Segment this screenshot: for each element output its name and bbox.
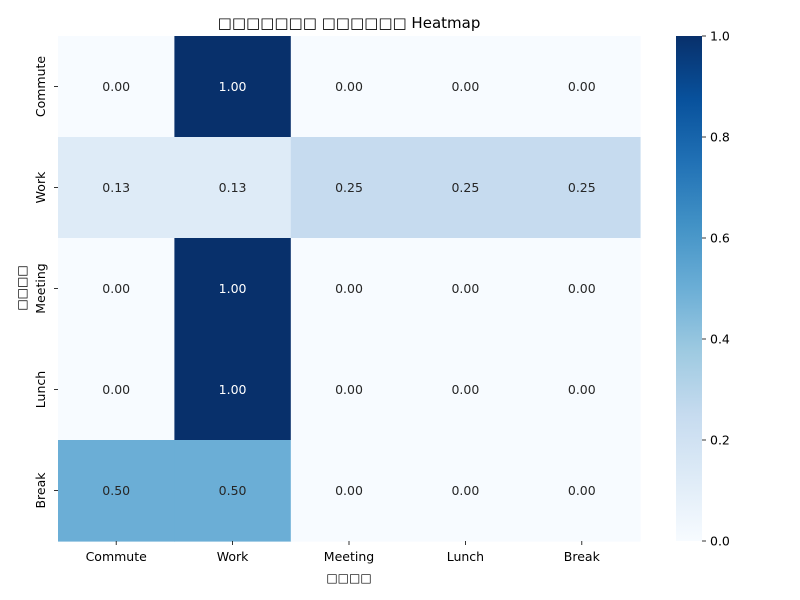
heatmap-cell	[174, 36, 292, 138]
cell-annotations: 0.00 1.00 0.00 0.00 0.00 0.13 0.13 0.25 0.25 0.25…	[102, 79, 595, 498]
cell-annotation: 0.13	[102, 180, 130, 195]
x-tick-label: Commute	[86, 549, 148, 564]
x-tick-label: Break	[564, 549, 601, 564]
cell-annotation: 0.50	[102, 483, 130, 498]
heatmap-cell	[58, 339, 175, 441]
cell-annotation: 0.00	[568, 483, 596, 498]
heatmap-cell	[58, 238, 175, 340]
colorbar-tick-label: 0.4	[710, 332, 730, 347]
y-tick-label: Lunch	[33, 371, 48, 408]
y-axis: Commute Work Meeting Lunch Break	[33, 56, 58, 509]
heatmap-cell	[523, 440, 641, 542]
heatmap-cell	[523, 36, 641, 138]
x-tick-label: Work	[217, 549, 249, 564]
colorbar: 0.0 0.2 0.4 0.6 0.8 1.0	[676, 29, 730, 549]
cell-annotation: 0.00	[335, 281, 363, 296]
chart-title: □□□□□□□ □□□□□□ Heatmap	[218, 14, 481, 32]
x-axis-label: □□□□	[326, 571, 371, 585]
cell-annotation: 0.00	[451, 382, 479, 397]
y-axis-label: □□□□	[15, 265, 29, 310]
colorbar-tick-label: 0.2	[710, 433, 730, 448]
cell-annotation: 0.25	[451, 180, 479, 195]
colorbar-ticks: 0.0 0.2 0.4 0.6 0.8 1.0	[702, 29, 730, 549]
colorbar-tick-label: 0.6	[710, 231, 730, 246]
heatmap-cells	[58, 36, 641, 542]
heatmap-cell	[290, 238, 408, 340]
cell-annotation: 0.00	[335, 382, 363, 397]
colorbar-tick-label: 0.0	[710, 534, 730, 549]
x-axis: Commute Work Meeting Lunch Break	[86, 541, 601, 564]
cell-annotation: 0.00	[102, 79, 130, 94]
y-tick-label: Meeting	[33, 263, 48, 313]
heatmap-cell	[58, 36, 175, 138]
cell-annotation: 0.13	[219, 180, 247, 195]
heatmap-cell	[290, 339, 408, 441]
colorbar-tick-label: 0.8	[710, 130, 730, 145]
y-tick-label: Break	[33, 472, 48, 509]
y-tick-label: Work	[33, 171, 48, 203]
cell-annotation: 0.00	[568, 382, 596, 397]
cell-annotation: 0.00	[335, 483, 363, 498]
x-tick-label: Meeting	[324, 549, 374, 564]
heatmap-cell	[174, 137, 292, 239]
cell-annotation: 0.00	[102, 281, 130, 296]
cell-annotation: 0.00	[568, 79, 596, 94]
cell-annotation: 0.00	[568, 281, 596, 296]
cell-annotation: 1.00	[219, 79, 247, 94]
heatmap-cell	[174, 440, 292, 542]
y-tick-label: Commute	[33, 56, 48, 118]
cell-annotation: 0.50	[219, 483, 247, 498]
heatmap-cell	[407, 440, 525, 542]
heatmap-cell	[290, 36, 408, 138]
cell-annotation: 0.25	[568, 180, 596, 195]
heatmap-cell	[174, 238, 292, 340]
x-tick-label: Lunch	[447, 549, 484, 564]
cell-annotation: 0.00	[451, 79, 479, 94]
cell-annotation: 0.00	[451, 281, 479, 296]
cell-annotation: 0.00	[335, 79, 363, 94]
cell-annotation: 0.25	[335, 180, 363, 195]
heatmap-cell	[407, 339, 525, 441]
colorbar-tick-label: 1.0	[710, 29, 730, 44]
cell-annotation: 0.00	[102, 382, 130, 397]
heatmap-cell	[407, 36, 525, 138]
heatmap-cell	[290, 440, 408, 542]
colorbar-gradient	[676, 36, 702, 541]
heatmap-cell	[407, 137, 525, 239]
heatmap-cell	[523, 137, 641, 239]
heatmap-cell	[290, 137, 408, 239]
heatmap-cell	[523, 339, 641, 441]
heatmap-cell	[523, 238, 641, 340]
cell-annotation: 1.00	[219, 382, 247, 397]
heatmap-cell	[407, 238, 525, 340]
cell-annotation: 1.00	[219, 281, 247, 296]
cell-annotation: 0.00	[451, 483, 479, 498]
heatmap-cell	[58, 137, 175, 239]
heatmap-cell	[174, 339, 292, 441]
heatmap-cell	[58, 440, 175, 542]
